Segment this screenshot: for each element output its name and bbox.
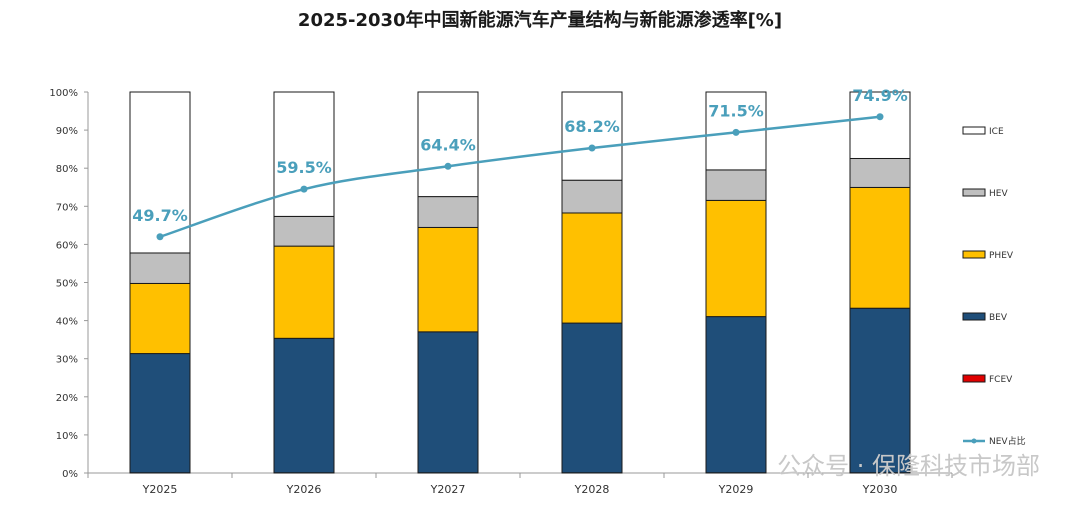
y-tick-label: 90% <box>56 126 78 137</box>
bar-segment-ice <box>417 91 479 198</box>
bar-segment-hev <box>705 169 767 201</box>
bar-segment-hev <box>273 215 335 247</box>
y-tick-label: 30% <box>56 355 78 366</box>
bar-segment-ice <box>849 91 911 159</box>
bar-segment-bev <box>561 322 623 474</box>
bar-segment-bev <box>417 331 479 474</box>
watermark: 公众号 · 保隆科技市场部 <box>777 452 1040 480</box>
nev-share-point <box>156 233 164 241</box>
nev-share-point <box>300 185 308 193</box>
bar-segment-hev <box>849 157 911 188</box>
bar-segment-bev <box>273 337 335 474</box>
nev-share-data-label: 71.5% <box>708 101 764 120</box>
y-tick-label: 80% <box>56 164 78 175</box>
legend-label-phev: PHEV <box>989 251 1014 261</box>
legend-swatch-bev <box>962 312 986 321</box>
legend-swatch-hev <box>962 188 986 197</box>
y-tick-label: 10% <box>56 431 78 442</box>
bar-segment-phev <box>273 245 335 339</box>
y-tick-label: 70% <box>56 202 78 213</box>
bars <box>129 91 911 474</box>
y-tick-label: 100% <box>49 88 78 99</box>
x-tick-label: Y2027 <box>430 483 466 496</box>
bar-segment-ice <box>561 91 623 181</box>
nev-share-point <box>732 128 740 136</box>
y-tick-label: 20% <box>56 393 78 404</box>
bar-segment-bev <box>705 316 767 474</box>
bar-segment-phev <box>417 226 479 333</box>
y-tick-label: 60% <box>56 240 78 251</box>
bar-segment-hev <box>417 196 479 228</box>
nev-share-data-label: 64.4% <box>420 135 476 154</box>
x-tick-label: Y2029 <box>718 483 754 496</box>
axes: 0% 10% 20% 30% 40% 50% 60% 70% 80% 90% 100% Y2025 Y2… <box>49 88 953 496</box>
bar-segment-phev <box>561 212 623 324</box>
nev-share-point <box>444 162 452 170</box>
x-tick-label: Y2025 <box>142 483 178 496</box>
legend-swatch-ice <box>962 126 986 135</box>
legend-label-hev: HEV <box>989 189 1008 199</box>
bar-segment-phev <box>129 282 191 355</box>
bar-segment-ice <box>129 91 191 254</box>
bar-segment-bev <box>849 307 911 474</box>
nev-share-data-label: 68.2% <box>564 117 620 136</box>
x-tick-label: Y2026 <box>286 483 322 496</box>
legend-label-ice: ICE <box>989 127 1004 137</box>
x-tick-label: Y2030 <box>862 483 898 496</box>
legend-label-bev: BEV <box>989 313 1008 323</box>
legend-swatch-fcev <box>962 374 986 383</box>
bar-segment-hev <box>561 179 623 214</box>
bar-segment-bev <box>129 353 191 474</box>
legend-swatch-phev <box>962 250 986 259</box>
y-tick-label: 0% <box>62 469 78 480</box>
nev-share-point <box>876 113 884 121</box>
x-tick-label: Y2028 <box>574 483 610 496</box>
y-tick-label: 40% <box>56 317 78 328</box>
nev-share-data-label: 49.7% <box>132 206 188 225</box>
y-tick-label: 50% <box>56 279 78 290</box>
nev-share-data-label: 59.5% <box>276 158 332 177</box>
bar-segment-hev <box>129 252 191 284</box>
chart-title: 2025-2030年中国新能源汽车产量结构与新能源渗透率[%] <box>298 9 782 31</box>
bar-segment-ice <box>273 91 335 217</box>
bar-segment-phev <box>705 199 767 318</box>
legend-label-fcev: FCEV <box>989 375 1013 385</box>
legend: ICE HEV PHEV BEV FCEV NEV占比 <box>962 126 1026 447</box>
legend-marker-nev-share <box>971 438 977 444</box>
bar-segment-phev <box>849 186 911 309</box>
nev-share-line <box>159 115 881 238</box>
nev-share-line-group: 49.7% 59.5% 64.4% 68.2% 71.5% 74.9% <box>132 86 908 241</box>
nev-share-point <box>588 144 596 152</box>
nev-share-data-label: 74.9% <box>852 86 908 105</box>
legend-label-nev-share: NEV占比 <box>989 435 1026 447</box>
